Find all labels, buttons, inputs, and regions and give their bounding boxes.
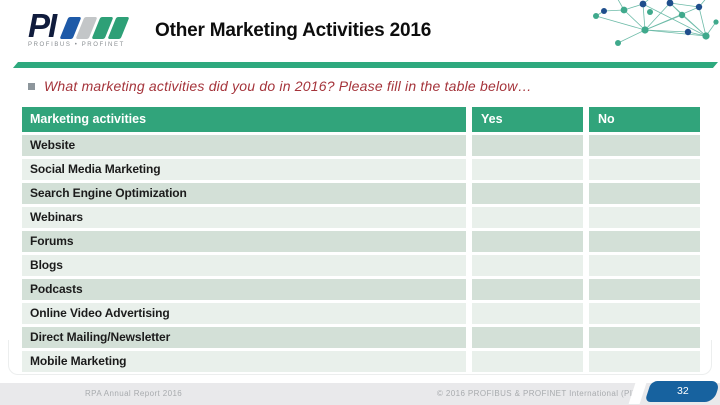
no-cell[interactable] [589, 207, 700, 228]
no-cell[interactable] [589, 351, 700, 372]
row-label: Website [22, 135, 466, 156]
no-cell[interactable] [589, 183, 700, 204]
footer-copyright-label: © 2016 PROFIBUS & PROFINET International… [437, 389, 636, 398]
column-header-activities: Marketing activities [22, 107, 466, 132]
yes-cell[interactable] [472, 279, 583, 300]
table-row: Mobile Marketing [22, 351, 700, 372]
table-row: Search Engine Optimization [22, 183, 700, 204]
no-cell[interactable] [589, 135, 700, 156]
yes-cell[interactable] [472, 183, 583, 204]
row-label: Webinars [22, 207, 466, 228]
row-label: Search Engine Optimization [22, 183, 466, 204]
row-label: Mobile Marketing [22, 351, 466, 372]
no-cell[interactable] [589, 327, 700, 348]
row-label: Social Media Marketing [22, 159, 466, 180]
content-outline [8, 340, 712, 375]
page-number-badge: 32 [644, 381, 720, 402]
row-label: Online Video Advertising [22, 303, 466, 324]
yes-cell[interactable] [472, 327, 583, 348]
table-header-row: Marketing activities Yes No [22, 107, 700, 132]
marketing-activities-table: Marketing activities Yes No Website Socia… [22, 107, 700, 375]
yes-cell[interactable] [472, 351, 583, 372]
pi-logo-marks: PI [28, 7, 138, 44]
question-line: What marketing activities did you do in … [28, 78, 532, 94]
yes-cell[interactable] [472, 207, 583, 228]
bullet-square-icon [28, 82, 35, 90]
table-row: Online Video Advertising [22, 303, 700, 324]
pi-logo: PI PROFIBUS • PROFINET [28, 9, 138, 48]
yes-cell[interactable] [472, 231, 583, 252]
no-cell[interactable] [589, 159, 700, 180]
table-row: Social Media Marketing [22, 159, 700, 180]
row-label: Direct Mailing/Newsletter [22, 327, 466, 348]
table-row: Podcasts [22, 279, 700, 300]
table-row: Forums [22, 231, 700, 252]
question-text: What marketing activities did you do in … [44, 78, 532, 94]
table-row: Webinars [22, 207, 700, 228]
logo-tagline: PROFIBUS • PROFINET [28, 42, 125, 48]
yes-cell[interactable] [472, 135, 583, 156]
no-cell[interactable] [589, 303, 700, 324]
column-header-no: No [589, 107, 700, 132]
network-decoration-icon [593, 0, 719, 46]
page-number: 32 [676, 385, 689, 397]
yes-cell[interactable] [472, 303, 583, 324]
page-title: Other Marketing Activities 2016 [155, 20, 432, 41]
row-label: Blogs [22, 255, 466, 276]
table-row: Website [22, 135, 700, 156]
footer-report-label: RPA Annual Report 2016 [85, 389, 183, 398]
table-row: Blogs [22, 255, 700, 276]
divider-bar [12, 62, 719, 68]
no-cell[interactable] [589, 279, 700, 300]
yes-cell[interactable] [472, 255, 583, 276]
column-header-yes: Yes [472, 107, 583, 132]
pi-logo-text: PI [28, 7, 57, 44]
footer-bar: RPA Annual Report 2016 © 2016 PROFIBUS &… [0, 383, 720, 405]
no-cell[interactable] [589, 255, 700, 276]
row-label: Podcasts [22, 279, 466, 300]
row-label: Forums [22, 231, 466, 252]
yes-cell[interactable] [472, 159, 583, 180]
table-body: Website Social Media Marketing Search Engi… [22, 135, 700, 372]
no-cell[interactable] [589, 231, 700, 252]
table-row: Direct Mailing/Newsletter [22, 327, 700, 348]
